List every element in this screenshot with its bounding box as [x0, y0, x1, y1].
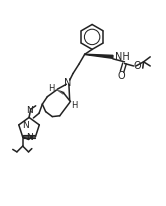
Polygon shape: [85, 55, 113, 59]
Text: N: N: [26, 106, 32, 115]
Text: O: O: [134, 61, 142, 71]
Text: N: N: [22, 120, 29, 129]
Text: N: N: [64, 77, 72, 87]
Text: N: N: [26, 132, 32, 141]
Text: H: H: [72, 101, 78, 110]
Text: H: H: [48, 84, 55, 93]
Text: NH: NH: [115, 52, 129, 62]
Text: O: O: [117, 70, 125, 80]
